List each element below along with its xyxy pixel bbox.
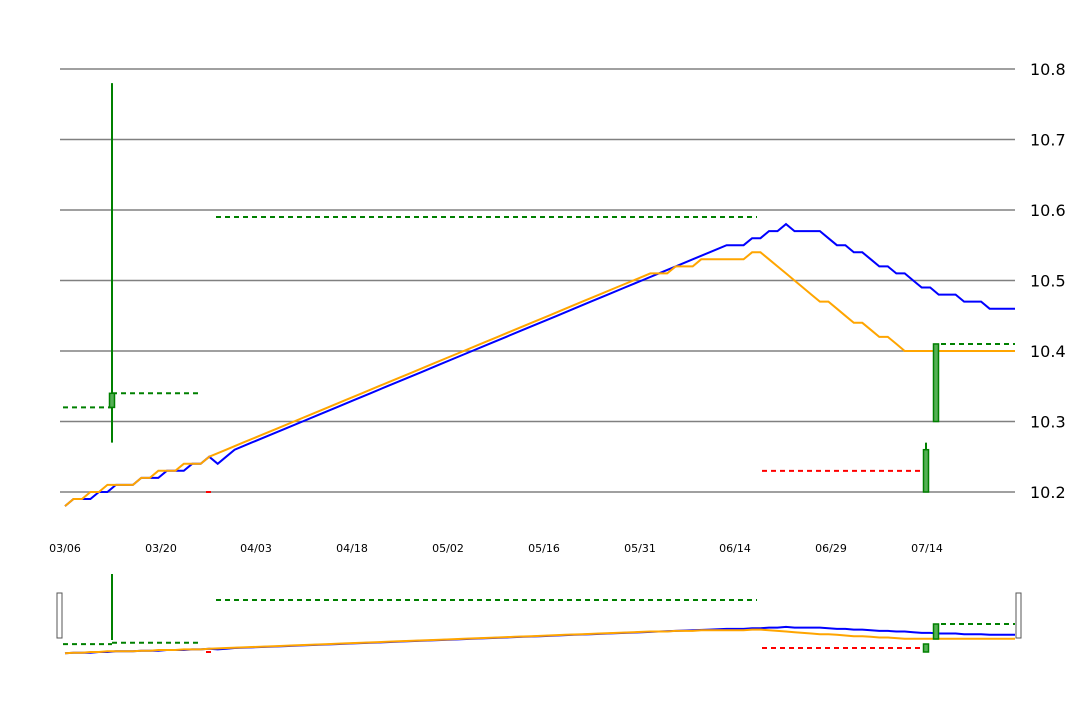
y-tick-label: 10.4 — [1030, 342, 1066, 361]
y-tick-label: 10.5 — [1030, 272, 1066, 291]
x-tick-label: 06/14 — [719, 542, 751, 555]
main-series-layer — [64, 222, 1015, 507]
main-markers-layer — [63, 83, 1015, 493]
y-tick-label: 10.3 — [1030, 413, 1066, 432]
y-tick-label: 10.8 — [1030, 60, 1066, 79]
x-tick-label: 03/20 — [145, 542, 177, 555]
x-tick-label: 06/29 — [815, 542, 847, 555]
candle-body — [932, 623, 940, 640]
x-tick-label: 03/06 — [49, 542, 81, 555]
y-tick-label: 10.7 — [1030, 131, 1066, 150]
navigator-right-handle[interactable] — [1015, 592, 1022, 639]
y-tick-label: 10.2 — [1030, 483, 1066, 502]
candle-body — [108, 392, 116, 409]
x-tick-label: 05/31 — [624, 542, 656, 555]
candle-body — [932, 343, 940, 423]
x-tick-label: 04/03 — [240, 542, 272, 555]
candle-body — [922, 448, 930, 493]
orange-series-line — [64, 251, 1015, 507]
navigator-left-handle[interactable] — [56, 592, 63, 639]
x-tick-label: 05/02 — [432, 542, 464, 555]
y-axis-tick-labels: 10.8 10.7 10.6 10.5 10.4 10.3 10.2 — [1030, 60, 1066, 502]
navigator-panel[interactable] — [56, 574, 1022, 655]
main-gridlines — [60, 68, 1015, 493]
x-tick-label: 07/14 — [911, 542, 943, 555]
blue-series-line — [64, 222, 1015, 507]
x-axis-tick-labels: 03/06 03/20 04/03 04/18 05/02 05/16 05/31 06/14… — [49, 542, 943, 555]
navigator-orange-line — [64, 628, 1015, 655]
x-tick-label: 05/16 — [528, 542, 560, 555]
x-tick-label: 04/18 — [336, 542, 368, 555]
y-tick-label: 10.6 — [1030, 201, 1066, 220]
candle-body — [922, 643, 930, 653]
